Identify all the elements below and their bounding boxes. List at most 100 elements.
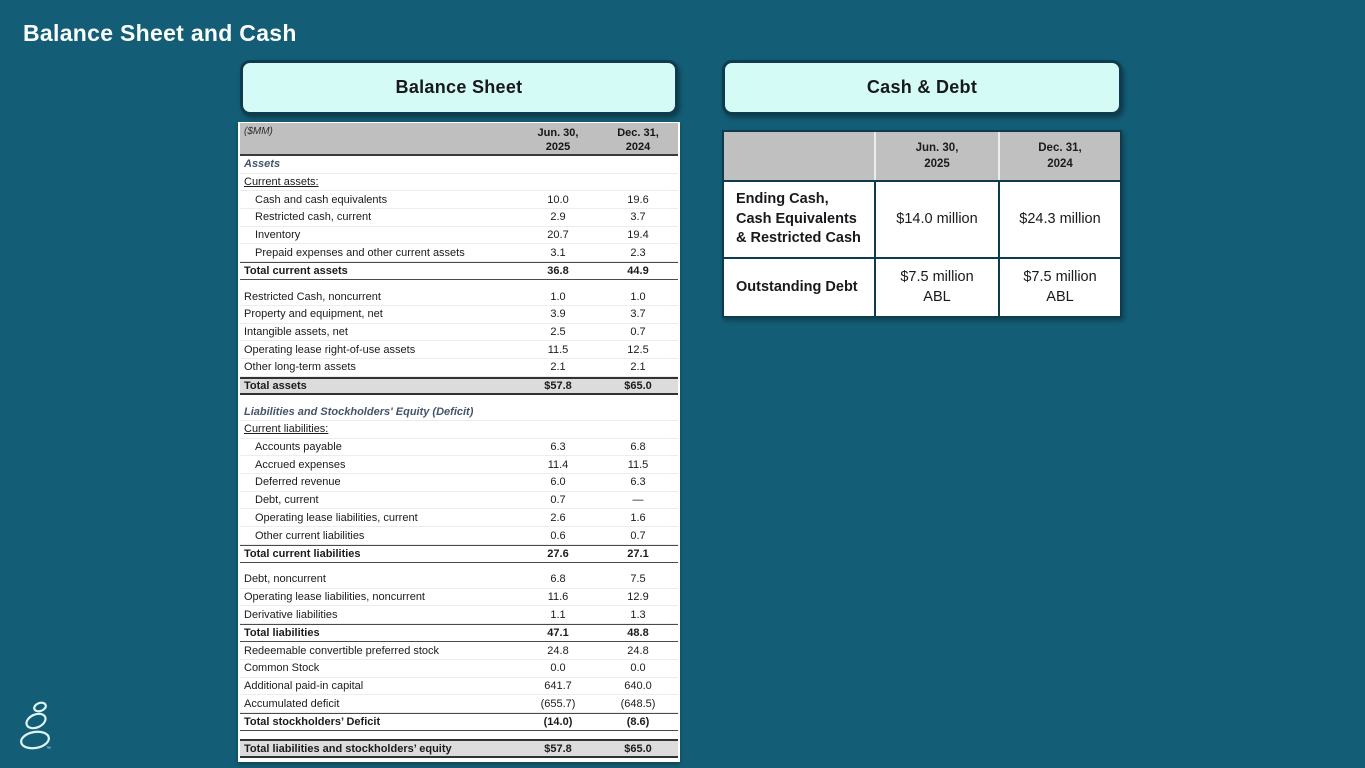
row-label: Redeemable convertible preferred stock: [244, 644, 440, 657]
cell-2024: 19.4: [627, 229, 649, 242]
table-row: Total assets $57.8 $65.0: [240, 376, 678, 396]
spacer-row: [240, 280, 678, 288]
row-label: Prepaid expenses and other current asset…: [255, 246, 465, 259]
cell-2025: 10.0: [547, 193, 569, 206]
cell-2025: (655.7): [540, 697, 576, 710]
row-label: Property and equipment, net: [244, 308, 383, 321]
cell-2024: 0.7: [630, 326, 646, 339]
balance-sheet-rows: Assets Current assets: Cash and cash equiv…: [240, 156, 678, 758]
row-label: Derivative liabilities: [244, 608, 338, 621]
table-row: Current assets:: [240, 174, 678, 192]
row-label: Debt, noncurrent: [244, 573, 326, 586]
cell-2024: 12.9: [627, 591, 649, 604]
cell-2025: 0.0: [550, 662, 566, 675]
table-row: Other long-term assets 2.1 2.1: [240, 359, 678, 377]
row-label: Other current liabilities: [255, 529, 365, 542]
row-label: Ending Cash, Cash Equivalents & Restrict…: [736, 191, 861, 247]
table-row: Property and equipment, net 3.9 3.7: [240, 306, 678, 324]
table-row: Total liabilities 47.1 48.8: [240, 624, 678, 643]
table-row: Liabilities and Stockholders' Equity (De…: [240, 403, 678, 422]
cell-2025: 47.1: [547, 627, 569, 640]
table-row: Redeemable convertible preferred stock 24…: [240, 642, 678, 660]
cell-2024: (8.6): [626, 716, 650, 729]
table-row: Inventory 20.7 19.4: [240, 227, 678, 245]
spacer-row: [240, 395, 678, 403]
cash-debt-header-panel: Cash & Debt: [722, 60, 1122, 115]
cell-2024: $24.3 million: [998, 182, 1120, 257]
column-header-jun-30-2025: Jun. 30, 2025: [537, 127, 579, 154]
row-label: Operating lease liabilities, noncurrent: [244, 591, 425, 604]
table-row: Accrued expenses 11.4 11.5: [240, 456, 678, 475]
row-label: Accrued expenses: [255, 458, 346, 471]
table-row: Current liabilities:: [240, 421, 678, 439]
table-row: Cash and cash equivalents 10.0 19.6: [240, 191, 678, 210]
row-label: Common Stock: [244, 662, 320, 675]
table-row: Operating lease liabilities, noncurrent 1…: [240, 589, 678, 607]
cell-2025: 27.6: [547, 547, 569, 560]
cell-2025: 11.6: [547, 591, 569, 604]
cell-2024: $7.5 million ABL: [998, 259, 1120, 316]
spacer-row: [240, 731, 678, 739]
row-label: Restricted Cash, noncurrent: [244, 290, 381, 303]
row-label: Outstanding Debt: [736, 278, 858, 295]
cash-debt-table: Jun. 30, 2025 Dec. 31, 2024 Ending Cash,…: [722, 130, 1122, 318]
table-row: Operating lease liabilities, current 2.6 1…: [240, 509, 678, 528]
cell-2024: 1.0: [630, 290, 646, 303]
table-row: Accounts payable 6.3 6.8: [240, 439, 678, 457]
table-row: Debt, current 0.7 —: [240, 492, 678, 510]
cell-2025: 20.7: [547, 229, 569, 242]
cell-2024: (648.5): [620, 697, 656, 710]
table-row: Common Stock 0.0 0.0: [240, 660, 678, 678]
table-row: Assets: [240, 156, 678, 174]
cell-2025: 6.8: [550, 573, 566, 586]
row-label: Total assets: [244, 380, 307, 393]
cell-2025: 36.8: [547, 265, 569, 278]
cell-2024: 1.3: [630, 608, 646, 621]
cell-2025: 641.7: [544, 680, 572, 692]
cell-2024: 12.5: [627, 343, 649, 356]
cell-2024: 3.7: [630, 211, 646, 224]
row-label: Deferred revenue: [255, 476, 341, 489]
cell-2025: 2.6: [550, 511, 566, 524]
column-header-blank: [724, 132, 874, 180]
cell-2025: 2.1: [550, 361, 566, 374]
cell-2025: $14.0 million: [874, 182, 998, 257]
row-label: Total stockholders’ Deficit: [244, 716, 381, 729]
cell-2024: 6.8: [630, 441, 646, 454]
cell-2025: 24.8: [547, 644, 569, 657]
row-label: Restricted cash, current: [255, 211, 372, 224]
balance-sheet-table-header: ($MM) Jun. 30, 2025 Dec. 31, 2024: [240, 123, 678, 156]
table-row: Accumulated deficit (655.7) (648.5): [240, 695, 678, 714]
table-row: Other current liabilities 0.6 0.7: [240, 527, 678, 545]
cell-2025: 6.0: [550, 476, 566, 489]
row-label: Total current liabilities: [244, 547, 361, 560]
table-row: Prepaid expenses and other current asset…: [240, 244, 678, 263]
row-label: Inventory: [255, 229, 301, 242]
cell-2025: 0.7: [550, 494, 566, 507]
cell-2025: 6.3: [550, 441, 566, 454]
cash-debt-header-title: Cash & Debt: [866, 77, 978, 97]
table-row: Total stockholders’ Deficit (14.0) (8.6): [240, 713, 678, 732]
table-row: Outstanding Debt $7.5 million ABL $7.5 m…: [724, 259, 1120, 316]
row-label: Operating lease right-of-use assets: [244, 343, 416, 356]
cell-2025: (14.0): [543, 716, 573, 729]
cell-2025: 3.9: [550, 308, 566, 321]
table-row: Deferred revenue 6.0 6.3: [240, 474, 678, 492]
cell-2025: $57.8: [544, 380, 572, 393]
cell-2024: 2.3: [630, 246, 646, 259]
table-row: Intangible assets, net 2.5 0.7: [240, 324, 678, 342]
cell-2025: $7.5 million ABL: [874, 259, 998, 316]
row-label: Liabilities and Stockholders' Equity (De…: [244, 405, 474, 418]
row-label: Intangible assets, net: [244, 326, 348, 339]
cell-2024: 11.5: [627, 458, 649, 471]
table-row: Derivative liabilities 1.1 1.3: [240, 606, 678, 625]
cell-2025: 3.1: [550, 246, 566, 259]
row-label: Additional paid-in capital: [244, 680, 364, 692]
cell-2024: 3.7: [630, 308, 646, 321]
cell-2025: 1.1: [550, 608, 566, 621]
cash-debt-table-header: Jun. 30, 2025 Dec. 31, 2024: [724, 132, 1120, 182]
row-label: Current assets:: [244, 176, 319, 189]
cell-2024: 44.9: [627, 265, 649, 278]
cell-2025: 11.4: [547, 458, 569, 471]
table-row: Debt, noncurrent 6.8 7.5: [240, 571, 678, 589]
